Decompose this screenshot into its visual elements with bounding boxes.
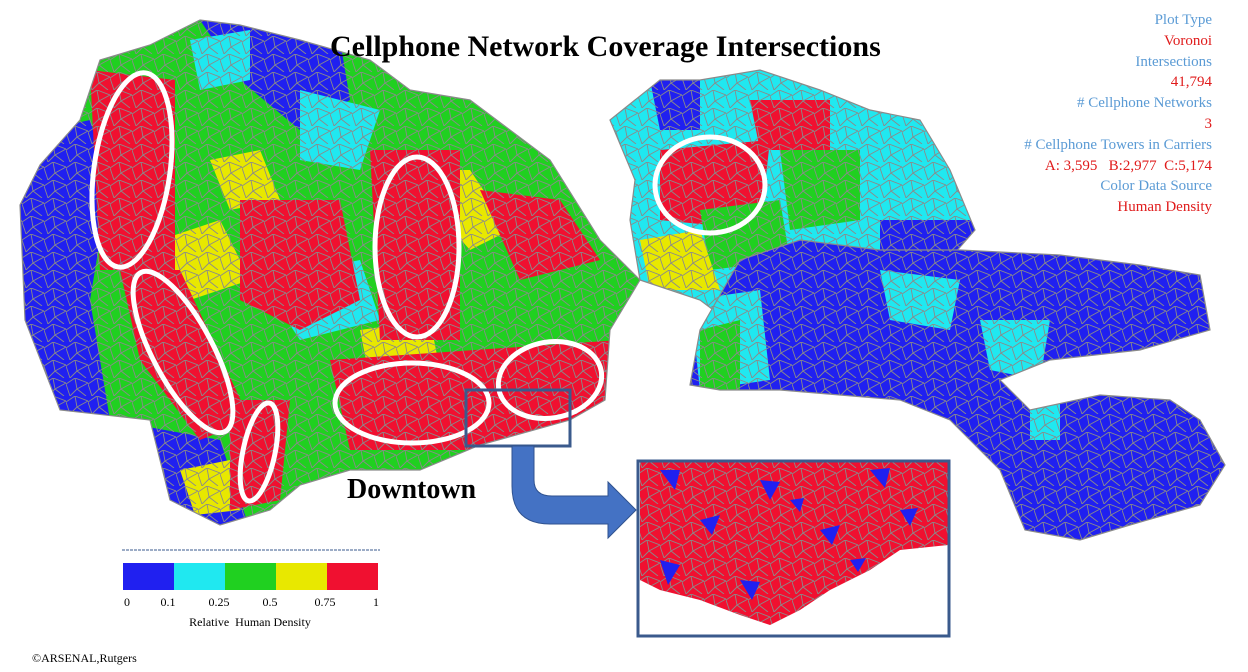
highlight-ellipse-downtown-west bbox=[332, 360, 492, 446]
info-label-intersections: Intersections bbox=[1135, 53, 1212, 70]
legend-swatch-0 bbox=[123, 563, 174, 590]
legend-title: Relative Human Density bbox=[189, 615, 311, 629]
highlight-ellipse-nw bbox=[89, 70, 175, 270]
region-east-outline bbox=[689, 239, 1226, 541]
legend-swatch-1 bbox=[174, 563, 225, 590]
density-highlights bbox=[89, 70, 768, 504]
highlight-ellipse-sw bbox=[237, 400, 281, 504]
legend-swatch-4 bbox=[327, 563, 378, 590]
legend-tick-5: 1 bbox=[373, 595, 379, 609]
downtown-inset-frame bbox=[636, 459, 951, 638]
info-label-towers: # Cellphone Towers in Carriers bbox=[1024, 136, 1212, 153]
info-value-color-source: Human Density bbox=[1117, 199, 1212, 216]
info-label-color-source: Color Data Source bbox=[1100, 178, 1212, 195]
info-label-plot-type: Plot Type bbox=[1154, 12, 1212, 28]
legend-tick-2: 0.25 bbox=[208, 595, 230, 609]
highlight-ellipse-north bbox=[652, 134, 768, 236]
info-label-networks: # Cellphone Networks bbox=[1077, 95, 1212, 112]
downtown-inset bbox=[640, 462, 948, 634]
downtown-label: Downtown bbox=[347, 474, 477, 505]
highlight-ellipse-center bbox=[372, 154, 462, 340]
legend-tick-3: 0.5 bbox=[262, 595, 278, 609]
legend-tick-4: 0.75 bbox=[314, 595, 336, 609]
legend-ticks: 0 0.1 0.25 0.5 0.75 1 bbox=[122, 595, 382, 615]
callout-arrow bbox=[511, 445, 637, 540]
legend-swatch-2 bbox=[225, 563, 276, 590]
region-west-outline bbox=[19, 19, 641, 526]
map-title: Cellphone Network Coverage Intersections bbox=[330, 30, 881, 63]
highlight-ellipse-west bbox=[130, 268, 236, 436]
legend-tick-0: 0 bbox=[124, 595, 130, 609]
info-panel: Plot Type Voronoi Intersections 41,794 #… bbox=[1024, 10, 1212, 218]
legend-swatch-3 bbox=[276, 563, 327, 590]
info-value-plot-type: Voronoi bbox=[1163, 32, 1212, 49]
info-value-intersections: 41,794 bbox=[1170, 74, 1212, 91]
info-value-networks: 3 bbox=[1204, 115, 1213, 132]
copyright-notice: ©ARSENAL,Rutgers bbox=[32, 651, 137, 665]
legend-tick-1: 0.1 bbox=[160, 595, 176, 609]
legend-colorbar bbox=[123, 563, 378, 590]
info-value-towers: A: 3,595 B:2,977 C:5,174 bbox=[1044, 157, 1212, 174]
